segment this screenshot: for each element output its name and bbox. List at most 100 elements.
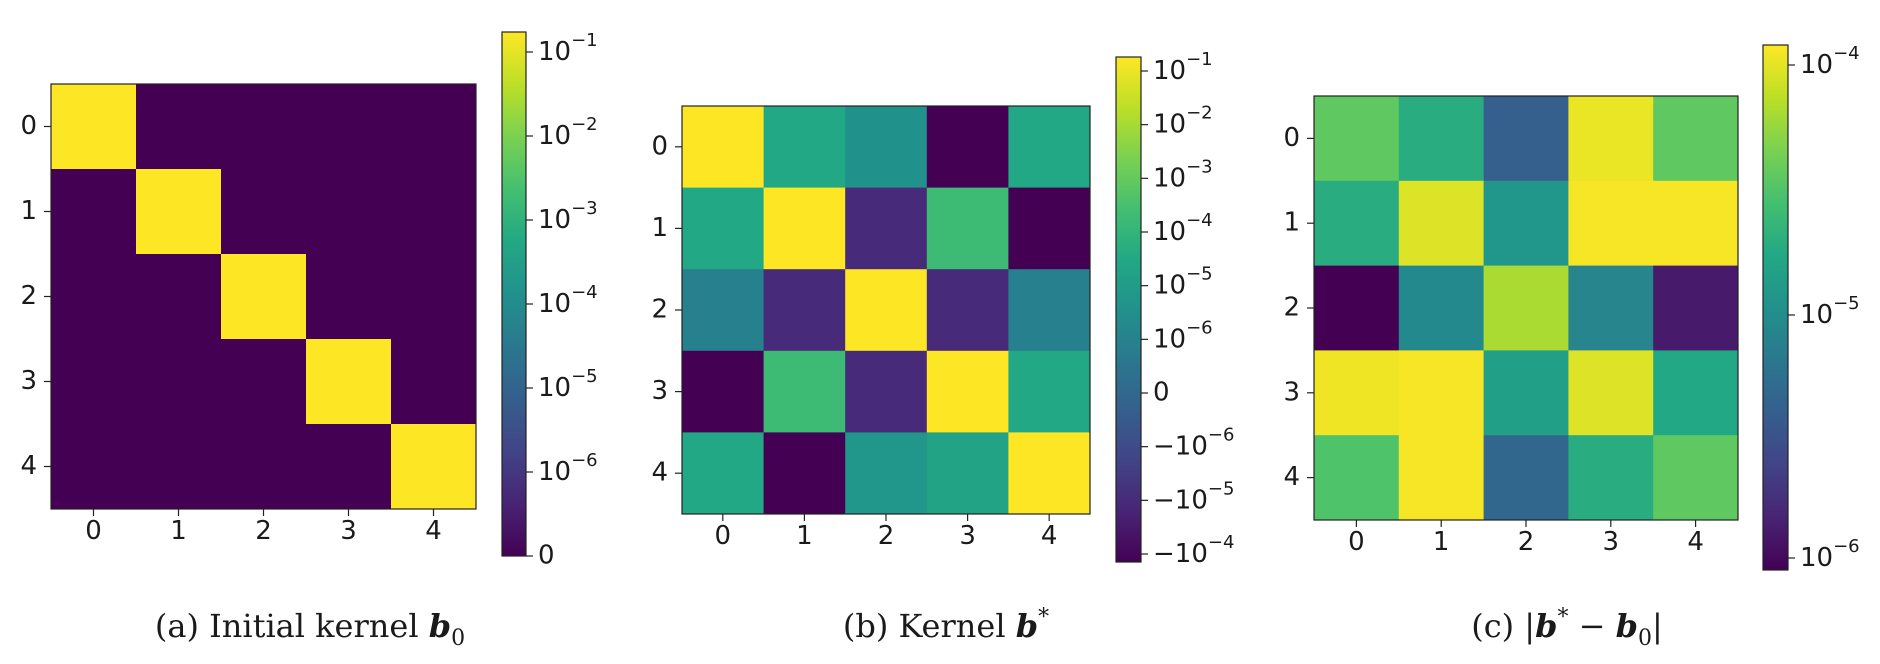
heatmap-cell [1008, 188, 1090, 270]
heatmap-cell [391, 424, 477, 510]
colorbar-tick-label: 10−6 [1153, 317, 1213, 354]
colorbar [502, 32, 526, 556]
x-tick-label: 1 [170, 516, 187, 546]
heatmap-cell [682, 188, 764, 270]
colorbar-tick-label: 10−4 [1153, 210, 1213, 247]
heatmap-cell [1568, 266, 1653, 351]
heatmap-cell [764, 188, 846, 270]
heatmap-cell [1314, 350, 1399, 435]
heatmap-cell [136, 339, 222, 425]
heatmap-cell [845, 106, 927, 188]
y-tick-label: 4 [1283, 462, 1300, 492]
colorbar-tick-label: 10−4 [538, 282, 598, 319]
heatmap-cell [1008, 106, 1090, 188]
heatmap-cell [221, 254, 307, 340]
colorbar-tick-label: 0 [538, 541, 555, 571]
x-tick-label: 2 [255, 516, 272, 546]
x-tick-label: 3 [959, 521, 976, 551]
heatmap-cell [1314, 266, 1399, 351]
colorbar-tick-label: −10−6 [1153, 425, 1234, 462]
heatmap-cell [221, 339, 307, 425]
heatmap-cell [1653, 181, 1738, 266]
heatmap-cell [1484, 435, 1569, 520]
heatmap-cell [764, 269, 846, 351]
heatmap-cell [927, 351, 1009, 433]
y-tick-label: 2 [1283, 293, 1300, 323]
x-tick-label: 1 [796, 521, 813, 551]
heatmap-cell [845, 432, 927, 514]
heatmap-cell [391, 339, 477, 425]
heatmap-cell [1568, 350, 1653, 435]
heatmap-cell [1484, 181, 1569, 266]
x-tick-label: 0 [1348, 527, 1365, 557]
heatmap-cell [51, 339, 137, 425]
heatmap-cell [51, 254, 137, 340]
colorbar-tick-label: 10−4 [1800, 43, 1860, 80]
colorbar-tick-label: 10−1 [1153, 49, 1213, 86]
heatmap-cell [764, 432, 846, 514]
y-tick-label: 2 [20, 281, 37, 311]
panel-a: 0 1 2 3 4 0 1 2 3 4 0 10−6 10−5 10−4 10−3 10−2 10−1 (a) I… [20, 30, 597, 651]
heatmap-cell [391, 84, 477, 170]
colorbar [1763, 45, 1788, 570]
heatmap-cell [1653, 266, 1738, 351]
heatmap-cell [306, 254, 392, 340]
panel-b: 0 1 2 3 4 0 1 2 3 4 −10−4 −10−5 −10−6 0 10−6 10−5 10−4 10… [651, 49, 1234, 645]
heatmap-cell [845, 269, 927, 351]
heatmap-cell [1314, 96, 1399, 181]
heatmap-cell [1568, 435, 1653, 520]
heatmap-cell [1008, 432, 1090, 514]
colorbar-tick-label: −10−5 [1153, 478, 1234, 515]
y-tick-label: 0 [651, 131, 668, 161]
heatmap-cell [682, 106, 764, 188]
y-tick-label: 3 [1283, 377, 1300, 407]
heatmap-cell [764, 351, 846, 433]
heatmap-cell [221, 169, 307, 255]
heatmap-cell [927, 269, 1009, 351]
panel-caption: (b) Kernel b* [843, 605, 1049, 645]
heatmap-cell [1568, 96, 1653, 181]
x-tick-label: 3 [1603, 527, 1620, 557]
colorbar-tick-label: 10−5 [538, 366, 598, 403]
heatmap-cell [682, 269, 764, 351]
heatmap-cell [1399, 181, 1484, 266]
x-tick-label: 0 [715, 521, 732, 551]
heatmap-cell [1399, 350, 1484, 435]
x-tick-label: 4 [425, 516, 442, 546]
heatmap-cell [1399, 266, 1484, 351]
heatmap-cell [1314, 435, 1399, 520]
y-tick-label: 0 [1283, 123, 1300, 153]
y-tick-label: 4 [20, 451, 37, 481]
panel-caption: (c) |b* − b0| [1471, 605, 1663, 651]
heatmap-cell [682, 432, 764, 514]
heatmap-cell [306, 339, 392, 425]
y-tick-label: 1 [651, 213, 668, 243]
heatmap-cell [845, 351, 927, 433]
colorbar-tick-label: 10−5 [1800, 293, 1860, 330]
x-tick-label: 2 [1518, 527, 1535, 557]
heatmap-cell [136, 169, 222, 255]
colorbar [1116, 57, 1141, 562]
heatmap-cell [51, 169, 137, 255]
heatmap-cell [1653, 96, 1738, 181]
heatmap-cell [1653, 350, 1738, 435]
heatmap-cell [51, 424, 137, 510]
y-tick-label: 1 [1283, 208, 1300, 238]
colorbar-tick-label: 10−2 [1153, 103, 1213, 139]
heatmap-cell [1484, 350, 1569, 435]
heatmap-cell [1399, 435, 1484, 520]
heatmap-cell [391, 254, 477, 340]
panel-c: 0 1 2 3 4 0 1 2 3 4 10−6 10−5 10−4 (c) |b* − b0| [1283, 43, 1859, 651]
y-tick-label: 4 [651, 458, 668, 488]
colorbar-tick-label: 0 [1153, 378, 1170, 408]
y-tick-label: 3 [20, 366, 37, 396]
y-tick-label: 1 [20, 196, 37, 226]
heatmap-cell [136, 254, 222, 340]
colorbar-tick-label: 10−6 [538, 450, 598, 487]
heatmap-cell [682, 351, 764, 433]
x-tick-label: 4 [1041, 521, 1058, 551]
colorbar-tick-label: 10−3 [1153, 156, 1213, 193]
x-tick-label: 4 [1687, 527, 1704, 557]
colorbar-tick-label: 10−3 [538, 198, 598, 235]
